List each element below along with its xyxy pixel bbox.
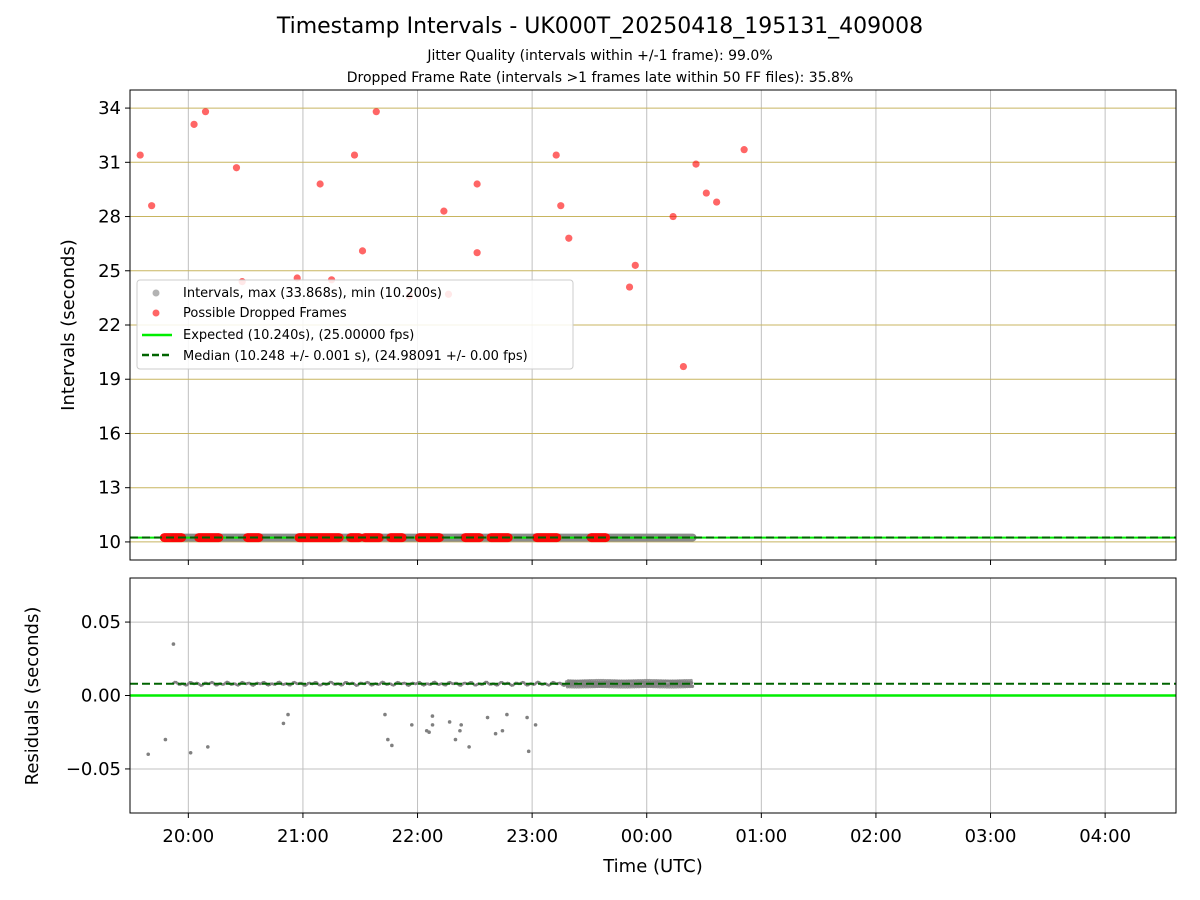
- dropped-frame-point-19: [565, 234, 573, 242]
- dropped-frame-point-21: [631, 261, 639, 269]
- residual-outlier-point-7: [410, 723, 414, 727]
- intervals-y-tick-label-25: 25: [98, 261, 121, 282]
- residual-outlier-point-12: [467, 745, 471, 749]
- intervals-grid: [130, 90, 1176, 560]
- dropped-frame-point-22: [669, 212, 677, 221]
- dropped-frame-point-26: [713, 198, 721, 206]
- residual-outlier-point-22: [459, 723, 463, 727]
- residual-outlier-point-10: [447, 720, 452, 724]
- intervals-y-tick-label-28: 28: [98, 207, 121, 228]
- intervals-y-tick-label-10: 10: [98, 532, 121, 553]
- dropped-frame-point-10: [358, 247, 367, 255]
- x-axis-label: Time (UTC): [602, 856, 703, 877]
- dropped-frame-point-17: [552, 151, 560, 159]
- residual-outlier-point-20: [430, 723, 435, 727]
- residual-outlier-point-4: [206, 745, 210, 749]
- x-tick-label-8: 04:00: [1079, 826, 1131, 847]
- residual-outlier-point-1: [146, 752, 151, 757]
- residuals-y-axis-label: Residuals (seconds): [22, 607, 43, 786]
- residual-outlier-point-0: [171, 642, 176, 646]
- legend-label-median: Median (10.248 +/- 0.001 s), (24.98091 +…: [183, 349, 528, 364]
- chart-subtitle-dropped: Dropped Frame Rate (intervals >1 frames …: [346, 70, 854, 86]
- residual-dense-point: [643, 678, 647, 683]
- dropped-frame-point-11: [372, 108, 380, 116]
- residuals-y-tick-label-1: 0.00: [81, 686, 121, 707]
- residual-outlier-point-21: [453, 737, 458, 742]
- residual-outlier-point-18: [390, 743, 394, 748]
- dropped-frame-point-0: [136, 151, 144, 159]
- legend-frame: [136, 279, 574, 370]
- residual-outlier-point-19: [427, 730, 431, 735]
- legend: Intervals, max (33.868s), min (10.200s) …: [136, 279, 574, 370]
- intervals-y-tick-label-31: 31: [98, 152, 121, 173]
- residual-outlier-point-17: [386, 737, 390, 742]
- residual-outlier-point-13: [505, 712, 509, 717]
- intervals-y-axis-label: Intervals (seconds): [58, 239, 79, 411]
- residual-outlier-point-5: [281, 721, 286, 726]
- dropped-frame-point-16: [473, 249, 481, 257]
- residuals-y-tick-label-2: −0.05: [66, 759, 121, 780]
- x-tick-label-5: 01:00: [735, 826, 787, 847]
- residual-dense-point: [572, 685, 576, 689]
- x-tick-label-3: 23:00: [506, 826, 558, 847]
- chart-title: Timestamp Intervals - UK000T_20250418_19…: [276, 14, 924, 39]
- residual-dense-point: [619, 685, 623, 689]
- residual-outlier-point-24: [493, 731, 498, 736]
- dropped-frame-point-2: [190, 120, 198, 128]
- residual-outlier-point-16: [383, 712, 387, 717]
- residual-outlier-point-2: [163, 737, 168, 742]
- residual-outlier-point-14: [526, 749, 531, 754]
- residuals-series: [130, 642, 1176, 757]
- residual-outlier-point-23: [485, 715, 490, 720]
- x-tick-label-0: 20:00: [162, 826, 214, 847]
- legend-label-intervals: Intervals, max (33.868s), min (10.200s): [183, 286, 442, 301]
- residual-dense-point: [594, 678, 598, 683]
- residual-outlier-point-26: [525, 715, 529, 720]
- x-tick-label-1: 21:00: [277, 826, 329, 847]
- residual-outlier-point-6: [286, 712, 290, 717]
- intervals-series: [130, 108, 1176, 543]
- legend-marker-intervals: [152, 289, 160, 297]
- dropped-frame-point-1: [148, 202, 156, 210]
- dropped-frame-point-18: [557, 202, 565, 210]
- residual-outlier-point-25: [500, 728, 505, 733]
- dropped-frame-point-25: [702, 189, 710, 197]
- dropped-frame-point-27: [740, 146, 748, 154]
- x-tick-label-7: 03:00: [965, 826, 1017, 847]
- intervals-y-tick-label-22: 22: [98, 315, 121, 336]
- legend-marker-dropped: [152, 309, 160, 317]
- x-tick-label-4: 00:00: [621, 826, 673, 847]
- intervals-y-tick-label-16: 16: [98, 423, 121, 444]
- residual-outlier-point-3: [188, 750, 193, 755]
- legend-label-dropped: Possible Dropped Frames: [183, 306, 347, 321]
- dropped-frame-point-7: [316, 180, 324, 188]
- residual-dense-point: [690, 684, 695, 688]
- legend-label-expected: Expected (10.240s), (25.00000 fps): [183, 328, 414, 343]
- dropped-frame-point-13: [440, 207, 448, 215]
- time-x-ticks: 20:00 21:00 22:00 23:00 00:00 01:00 02:00 03:00…: [162, 560, 1131, 847]
- dropped-frame-point-23: [679, 362, 688, 371]
- residual-outlier-point-11: [458, 728, 462, 733]
- residual-outlier-point-9: [430, 714, 435, 718]
- dropped-frame-point-9: [350, 151, 359, 159]
- residuals-y-ticks: 0.05 0.00 −0.05: [66, 612, 130, 780]
- dropped-frame-point-15: [473, 180, 481, 188]
- x-tick-label-6: 02:00: [850, 826, 902, 847]
- residual-outlier-point-15: [533, 723, 538, 727]
- dropped-frame-point-20: [625, 283, 634, 291]
- residuals-y-tick-label-0: 0.05: [81, 612, 121, 633]
- chart-subtitle-jitter: Jitter Quality (intervals within +/-1 fr…: [427, 48, 773, 64]
- dropped-frame-point-3: [201, 108, 210, 116]
- residual-dense-point: [689, 678, 693, 683]
- dropped-frame-point-24: [692, 160, 700, 168]
- intervals-y-tick-label-13: 13: [98, 478, 121, 499]
- dropped-frame-point-4: [232, 164, 241, 172]
- residual-dense-point: [665, 685, 669, 689]
- x-tick-label-2: 22:00: [392, 826, 444, 847]
- intervals-y-ticks: 10 13 16 19 22 25 28 31 34: [98, 98, 130, 553]
- intervals-y-tick-label-19: 19: [98, 369, 121, 390]
- intervals-y-tick-label-34: 34: [98, 98, 121, 119]
- residual-dense-point: [690, 681, 694, 685]
